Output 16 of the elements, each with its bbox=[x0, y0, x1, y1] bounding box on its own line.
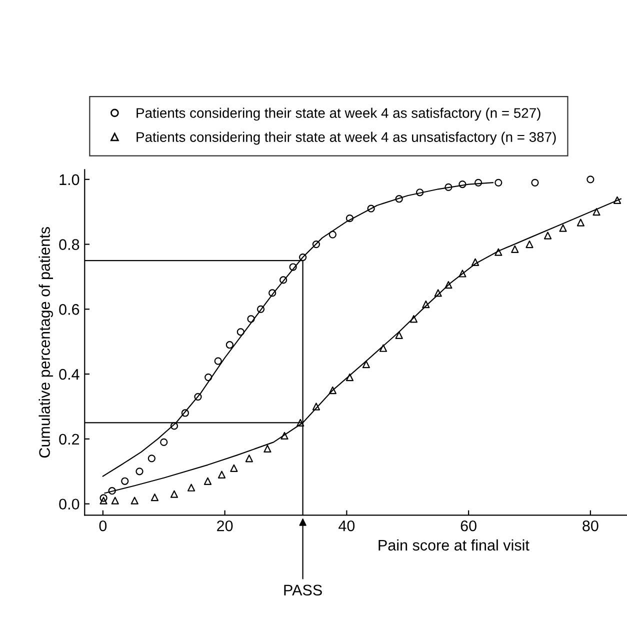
x-tick-label: 20 bbox=[217, 520, 233, 532]
x-tick-label: 40 bbox=[338, 520, 355, 532]
x-tick-label: 0 bbox=[99, 520, 107, 532]
y-tick-label: 0.8 bbox=[59, 239, 80, 250]
legend-label: Patients considering their state at week 4 as satisfactory (n = 527) bbox=[136, 108, 540, 121]
x-tick-label: 80 bbox=[582, 520, 598, 532]
ref-line-label: PASS bbox=[284, 584, 322, 596]
x-tick-label: 60 bbox=[460, 520, 476, 532]
y-tick-label: 0.4 bbox=[59, 368, 80, 380]
x-axis-title: Pain score at final visit bbox=[378, 539, 530, 551]
legend-label: Patients considering their state at week 4 as unsatisfactory (n = 387) bbox=[136, 132, 556, 145]
y-tick-label: 1.0 bbox=[60, 174, 80, 186]
y-axis-title: Cumulative percentage of patients bbox=[38, 227, 53, 458]
y-tick-label: 0.6 bbox=[59, 304, 80, 315]
y-tick-label: 0.0 bbox=[59, 498, 80, 510]
y-tick-label: 0.2 bbox=[59, 434, 80, 445]
